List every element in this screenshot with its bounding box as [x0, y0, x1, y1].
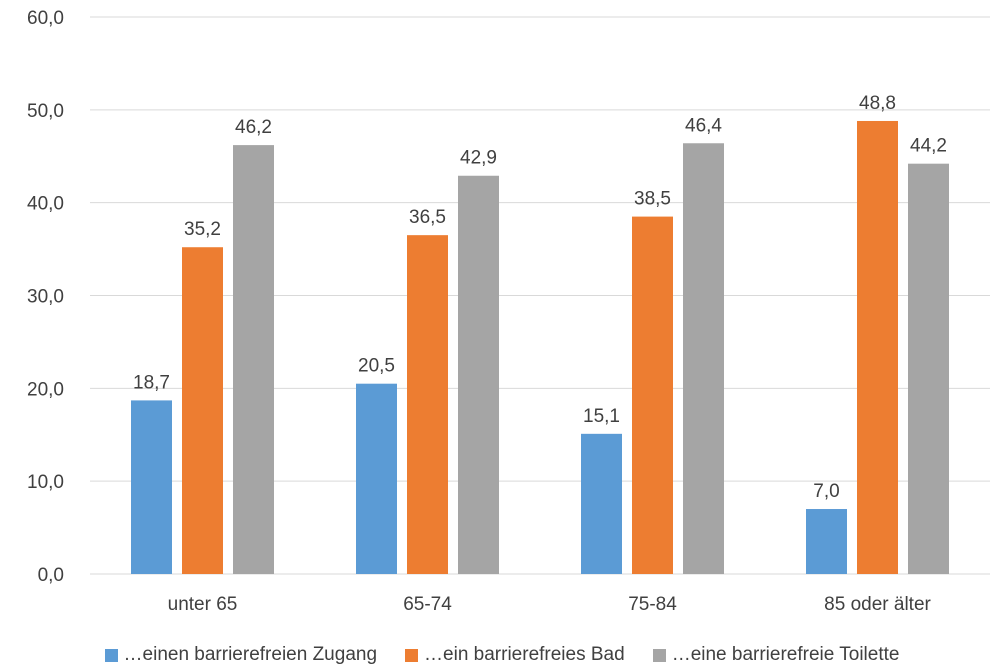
bar	[632, 216, 673, 574]
legend-label: …eine barrierefreie Toilette	[671, 644, 900, 665]
bar	[131, 400, 172, 574]
bar	[806, 509, 847, 574]
data-label: 18,7	[133, 372, 170, 393]
legend-item: …ein barrierefreies Bad	[405, 644, 625, 666]
legend-swatch	[405, 648, 419, 662]
bar	[407, 235, 448, 575]
y-tick-label: 30,0	[27, 287, 64, 308]
legend-swatch	[104, 648, 118, 662]
bars	[131, 120, 949, 575]
data-label: 44,2	[910, 136, 947, 157]
data-label: 15,1	[583, 406, 620, 427]
bar-chart: 0,0 10,0 20,0 30,0 40,0 50,0 60,0 18,7 35,2 46,2…	[27, 8, 990, 615]
legend-swatch	[652, 648, 666, 662]
x-tick-label: 65-74	[403, 594, 452, 615]
y-tick-label: 20,0	[27, 379, 64, 400]
data-label: 36,5	[409, 207, 446, 228]
y-tick-label: 40,0	[27, 194, 64, 215]
bar	[356, 383, 397, 574]
legend: …einen barrierefreien Zugang …ein barrier…	[0, 644, 1004, 666]
data-labels: 18,7 35,2 46,2 20,5 36,5 42,9 15,1 38,5 46,4 7,0 4…	[133, 93, 947, 502]
data-label: 46,2	[235, 117, 272, 138]
legend-item: …einen barrierefreien Zugang	[104, 644, 378, 666]
data-label: 42,9	[460, 148, 497, 169]
gridlines	[90, 16, 990, 575]
data-label: 38,5	[634, 189, 671, 210]
bar	[857, 120, 898, 575]
bar	[581, 433, 622, 574]
legend-label: …ein barrierefreies Bad	[424, 644, 625, 665]
x-axis-ticks: unter 65 65-74 75-84 85 oder älter	[168, 594, 932, 615]
data-label: 7,0	[813, 481, 839, 502]
data-label: 48,8	[859, 93, 896, 114]
legend-item: …eine barrierefreie Toilette	[652, 644, 900, 666]
bar	[908, 163, 949, 574]
bar	[182, 247, 223, 574]
bar	[233, 145, 274, 575]
y-axis-ticks: 0,0 10,0 20,0 30,0 40,0 50,0 60,0	[27, 8, 64, 586]
x-tick-label: unter 65	[168, 594, 238, 615]
bar	[683, 143, 724, 574]
y-tick-label: 10,0	[27, 472, 64, 493]
bar	[458, 175, 499, 574]
data-label: 35,2	[184, 219, 221, 240]
data-label: 46,4	[685, 115, 722, 136]
x-tick-label: 75-84	[628, 594, 677, 615]
y-tick-label: 60,0	[27, 8, 64, 29]
x-tick-label: 85 oder älter	[824, 594, 931, 615]
y-tick-label: 0,0	[38, 565, 64, 586]
legend-label: …einen barrierefreien Zugang	[123, 644, 378, 665]
data-label: 20,5	[358, 356, 395, 377]
y-tick-label: 50,0	[27, 101, 64, 122]
